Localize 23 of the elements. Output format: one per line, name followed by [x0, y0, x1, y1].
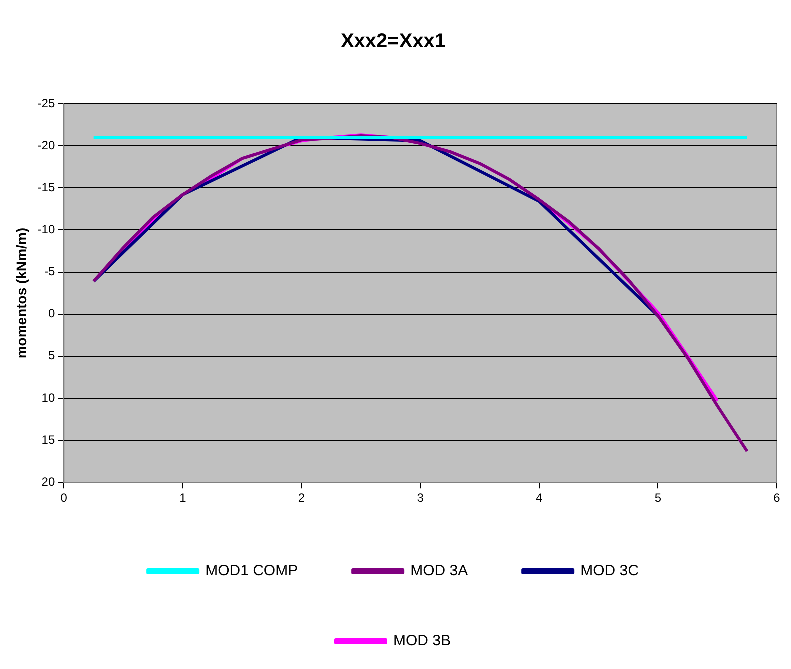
- x-tick-label: 6: [774, 491, 781, 506]
- y-axis-title: momentos (kNm/m): [13, 228, 30, 359]
- legend-label: MOD1 COMP: [206, 562, 298, 580]
- y-tick-label: -10: [38, 222, 56, 237]
- y-tick-label: 0: [48, 306, 56, 321]
- x-tick-label: 0: [60, 491, 68, 506]
- y-tick-label: -25: [38, 96, 56, 110]
- y-tick-label: -15: [38, 180, 56, 194]
- y-tick-label: 20: [42, 474, 56, 489]
- legend-label: MOD 3A: [410, 562, 468, 580]
- x-tick-label: 3: [417, 491, 424, 506]
- y-tick-label: -20: [38, 138, 56, 152]
- x-tick-label: 1: [180, 491, 187, 506]
- x-tick-label: 2: [298, 491, 306, 506]
- y-tick-label: -5: [44, 264, 56, 279]
- legend-label: MOD 3B: [393, 632, 452, 650]
- legend-label: MOD 3C: [580, 562, 640, 580]
- chart-title: Xxx2=Xxx1: [340, 30, 446, 53]
- x-tick-label: 4: [536, 491, 544, 506]
- x-tick-label: 5: [654, 491, 662, 506]
- y-tick-label: 5: [48, 348, 56, 363]
- y-tick-label: 15: [42, 432, 56, 447]
- y-tick-label: 10: [42, 390, 56, 405]
